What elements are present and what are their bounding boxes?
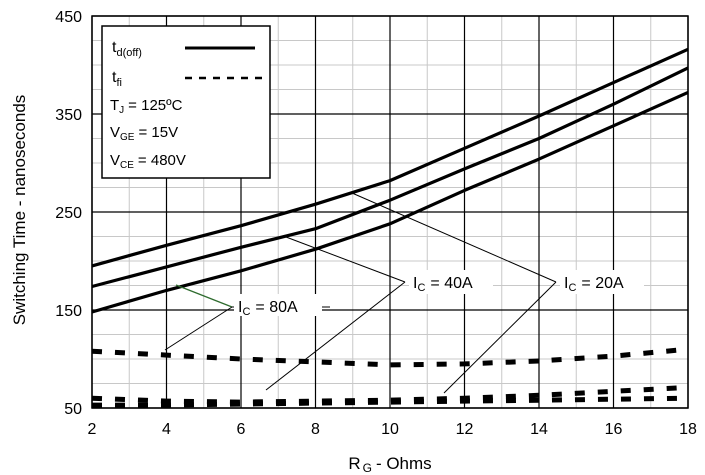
legend-td-label: td(off) — [112, 39, 142, 59]
x-tick-label: 8 — [311, 421, 320, 438]
y-tick-label: 150 — [55, 303, 82, 320]
annotation-20a-rest: = 20A — [581, 275, 624, 292]
x-tick-labels: 2 4 6 8 10 12 14 16 18 — [88, 421, 697, 438]
y-tick-label: 50 — [64, 401, 82, 418]
legend-vce-main: V — [110, 152, 120, 169]
annotation-20a-main: I — [564, 275, 568, 292]
leader-80a-2 — [164, 306, 233, 351]
annotation-40a-bg — [409, 270, 493, 294]
legend-vge-label: VGE = 15V — [110, 124, 178, 143]
x-axis-title-sub: G — [363, 461, 372, 475]
legend-td-main: t — [112, 39, 117, 56]
leader-40a-2 — [265, 281, 406, 391]
legend-vge-sub: GE — [120, 132, 135, 143]
annotation-80a-rest: = 80A — [255, 299, 298, 316]
y-axis-title: Switching Time - nanoseconds — [10, 95, 29, 326]
x-tick-label: 16 — [605, 421, 623, 438]
series-t-fi-40a — [91, 384, 689, 405]
x-axis-title-rest: - Ohms — [376, 454, 432, 473]
leader-80a-1 — [175, 284, 233, 308]
series-td-off-20a — [91, 47, 689, 268]
legend-box — [101, 25, 271, 179]
x-tick-label: 4 — [162, 421, 171, 438]
legend-td-sub: d(off) — [116, 47, 141, 59]
y-tick-label: 450 — [55, 9, 82, 26]
annotations: IC = 80A IC = 40A IC = 20A — [234, 270, 644, 318]
annotation-20a-bg — [560, 270, 644, 294]
legend-tf-sub: fi — [116, 77, 122, 89]
legend-tj-main: T — [110, 97, 119, 114]
series-td-off-40a — [91, 66, 689, 289]
annotation-80a-bg — [234, 294, 322, 316]
leader-20a-1 — [351, 192, 557, 283]
x-axis-title-main: R — [348, 454, 360, 473]
legend-vge-main: V — [110, 124, 120, 141]
annotation-40a-main: I — [413, 275, 417, 292]
legend-tj-label: TJ = 125ºC — [110, 97, 183, 116]
annotation-40a-sub: C — [417, 282, 425, 294]
annotation-40a: IC = 40A — [413, 275, 473, 294]
legend-vce-sub: CE — [120, 160, 134, 171]
x-tick-label: 6 — [237, 421, 246, 438]
annotation-40a-rest: = 40A — [430, 275, 473, 292]
legend-vge-rest: = 15V — [138, 124, 178, 141]
y-tick-labels: 50 150 250 350 450 — [55, 9, 82, 418]
legend-tj-sub: J — [119, 105, 124, 116]
series-t-fi-80a — [91, 346, 689, 368]
leader-40a-1 — [285, 236, 406, 283]
y-tick-label: 350 — [55, 107, 82, 124]
legend-tj-rest: = 125ºC — [128, 97, 182, 114]
legend: td(off) tfi TJ = 125ºC VGE = 15V VCE = 480V — [101, 25, 271, 179]
annotation-20a: IC = 20A — [564, 275, 624, 294]
annotation-80a: IC = 80A — [238, 299, 298, 318]
series-td-off-80a — [91, 90, 689, 314]
leader-20a-2 — [443, 281, 557, 394]
legend-tf-main: t — [112, 69, 117, 86]
legend-vce-rest: = 480V — [138, 152, 186, 169]
plot-frame — [91, 15, 689, 409]
annotation-80a-sub: C — [242, 306, 250, 318]
series-layer — [91, 47, 689, 408]
legend-vce-label: VCE = 480V — [110, 152, 186, 171]
series-t-fi-20a — [92, 395, 689, 408]
legend-tf-label: tfi — [112, 69, 122, 89]
x-tick-label: 12 — [456, 421, 474, 438]
x-tick-label: 2 — [88, 421, 97, 438]
x-tick-label: 18 — [679, 421, 697, 438]
y-tick-label: 250 — [55, 205, 82, 222]
annotation-80a-main: I — [238, 299, 242, 316]
x-tick-label: 10 — [381, 421, 399, 438]
x-tick-label: 14 — [530, 421, 548, 438]
annotation-20a-sub: C — [568, 282, 576, 294]
